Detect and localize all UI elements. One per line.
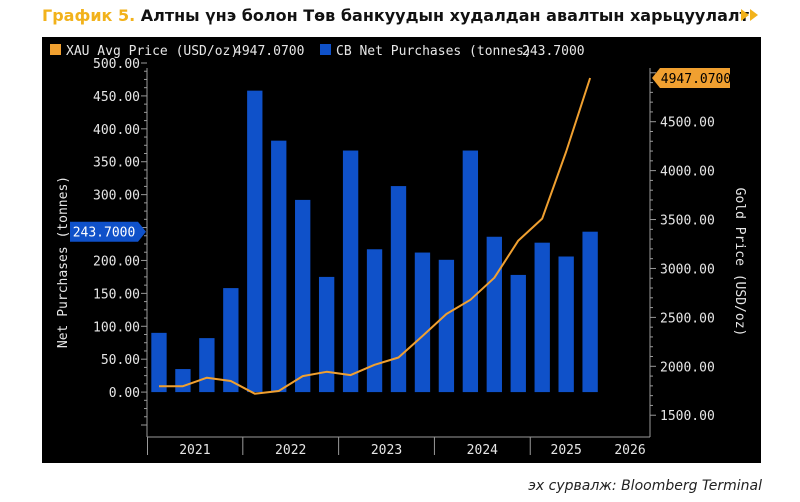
left-tick-label: 50.00 (101, 353, 140, 368)
left-tick-label: 200.00 (93, 254, 140, 269)
x-tick-label: 2021 (179, 443, 210, 458)
bar (318, 276, 335, 393)
x-tick-label: 2024 (467, 443, 498, 458)
bar (342, 150, 359, 393)
chart-svg: 500.00450.00400.00350.00300.00250.00200.… (50, 44, 747, 458)
bar (175, 369, 191, 393)
last-bar-value-label: 243.7000 (73, 226, 136, 241)
bar (271, 140, 287, 393)
right-tick-label: 2500.00 (660, 311, 715, 326)
price-line (159, 77, 592, 395)
legend-value-purchases: 243.7000 (522, 44, 585, 59)
right-tick-label: 1500.00 (660, 409, 715, 424)
bar (534, 242, 550, 393)
left-tick-label: 150.00 (93, 287, 140, 302)
legend-swatch-price (50, 44, 61, 55)
left-tick-label: 0.00 (109, 386, 140, 401)
left-tick-label: 450.00 (93, 90, 140, 105)
chart-panel: 500.00450.00400.00350.00300.00250.00200.… (42, 37, 761, 463)
right-tick-label: 3500.00 (660, 214, 715, 229)
double-chevron-right-icon[interactable] (741, 8, 761, 22)
bar (414, 252, 431, 393)
right-tick-label: 4000.00 (660, 165, 715, 180)
left-axis-title: Net Purchases (tonnes) (56, 176, 71, 348)
bar (486, 236, 502, 393)
x-tick-label: 2023 (371, 443, 402, 458)
right-tick-label: 4500.00 (660, 116, 715, 131)
source-note: эх сурвалж: Bloomberg Terminal (528, 478, 762, 494)
chart-caption: График 5. Алтны үнэ болон Төв банкуудын … (42, 6, 749, 25)
bar (199, 338, 215, 393)
chart-caption-prefix: График 5. (42, 6, 136, 25)
left-tick-label: 350.00 (93, 156, 140, 171)
bar (295, 199, 311, 393)
x-tick-label: 2026 (614, 443, 645, 458)
right-tick-label: 2000.00 (660, 360, 715, 375)
left-tick-label: 100.00 (93, 320, 140, 335)
right-axis-title: Gold Price (USD/oz) (732, 188, 747, 337)
legend-swatch-purchases (320, 44, 331, 55)
last-price-value-badge (652, 67, 730, 88)
bar (390, 186, 407, 393)
bar (438, 259, 455, 393)
right-tick-label: 3000.00 (660, 262, 715, 277)
bar (462, 150, 479, 393)
bar (223, 288, 239, 393)
bar (247, 90, 263, 393)
last-price-value-label: 4947.0700 (661, 72, 731, 87)
bar (558, 256, 574, 393)
bar (366, 249, 383, 393)
last-bar-value-badge (70, 221, 146, 242)
left-tick-label: 500.00 (93, 57, 140, 72)
x-tick-label: 2025 (551, 443, 582, 458)
legend-value-price: 4947.0700 (234, 44, 304, 59)
left-tick-label: 400.00 (93, 123, 140, 138)
legend-label-purchases: CB Net Purchases (tonnes) (336, 44, 532, 59)
bar (510, 274, 526, 393)
x-tick-label: 2022 (275, 443, 306, 458)
bar (582, 231, 598, 393)
legend-label-price: XAU Avg Price (USD/oz) (66, 44, 238, 59)
left-tick-label: 300.00 (93, 189, 140, 204)
bar (151, 332, 167, 393)
chart-caption-text: Алтны үнэ болон Төв банкуудын худалдан а… (140, 6, 749, 25)
